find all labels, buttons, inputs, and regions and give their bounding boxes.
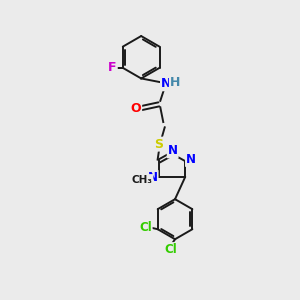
Text: N: N <box>186 153 196 166</box>
Text: S: S <box>154 138 163 151</box>
Text: N: N <box>168 144 178 158</box>
Text: Cl: Cl <box>164 243 177 256</box>
Text: Cl: Cl <box>139 221 152 234</box>
Text: CH₃: CH₃ <box>132 175 153 184</box>
Text: F: F <box>108 61 117 74</box>
Text: N: N <box>161 77 171 90</box>
Text: H: H <box>170 76 180 89</box>
Text: O: O <box>130 102 141 115</box>
Text: N: N <box>148 171 158 184</box>
